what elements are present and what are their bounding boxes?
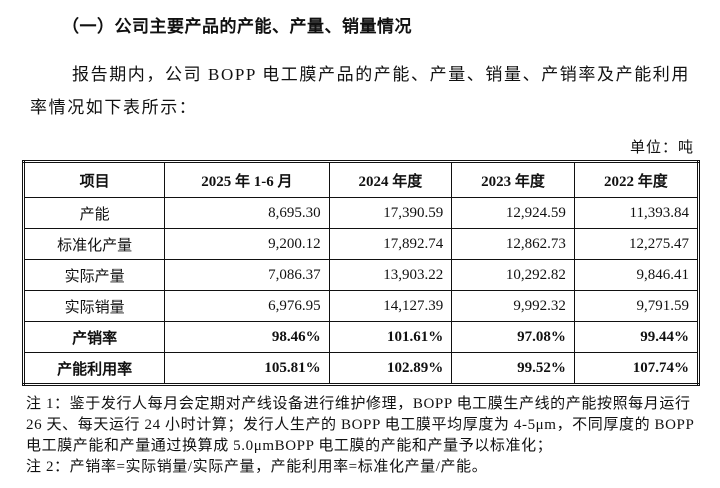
value-cell: 11,393.84 xyxy=(573,197,700,229)
unit-label: 单位：吨 xyxy=(629,140,694,156)
value-cell: 12,275.47 xyxy=(573,228,700,260)
value-cell: 14,127.39 xyxy=(328,290,453,322)
header-cell: 2025 年 1-6 月 xyxy=(164,161,330,198)
row-label: 标准化产量 xyxy=(22,228,166,260)
capacity-table: 项目 2025 年 1-6 月 2024 年度 2023 年度 2022 年度 产能 8,6… xyxy=(22,160,700,386)
table-row: 产销率 98.46% 101.61% 97.08% 99.44% xyxy=(22,321,700,353)
row-label: 产能 xyxy=(22,197,166,229)
header-cell: 2023 年度 xyxy=(451,161,575,198)
table-row: 产能利用率 105.81% 102.89% 99.52% 107.74% xyxy=(22,352,700,385)
value-cell: 12,862.73 xyxy=(451,228,575,260)
note: 注 1：鉴于发行人每月会定期对产线设备进行维护修理，BOPP 电工膜生产线的产能… xyxy=(26,396,694,454)
value-cell: 98.46% xyxy=(164,321,330,353)
section-heading: （一）公司主要产品的产能、产量、销量情况 xyxy=(62,17,412,37)
row-label: 产能利用率 xyxy=(22,352,166,385)
table-row: 实际产量 7,086.37 13,903.22 10,292.82 9,846.41 xyxy=(22,259,700,291)
header-cell: 2024 年度 xyxy=(328,161,453,198)
value-cell: 105.81% xyxy=(164,352,330,385)
paragraph: 报告期内，公司 BOPP 电工膜产品的产能、产量、销量、产销率及产能利用率情况如… xyxy=(30,65,690,117)
row-label: 实际产量 xyxy=(22,259,166,291)
table-row: 实际销量 6,976.95 14,127.39 9,992.32 9,791.59 xyxy=(22,290,700,322)
value-cell: 10,292.82 xyxy=(451,259,575,291)
notes: 注 1：鉴于发行人每月会定期对产线设备进行维护修理，BOPP 电工膜生产线的产能… xyxy=(26,394,702,478)
value-cell: 107.74% xyxy=(573,352,700,385)
table-row: 标准化产量 9,200.12 17,892.74 12,862.73 12,275.47 xyxy=(22,228,700,260)
header-cell: 项目 xyxy=(22,161,166,198)
row-label: 产销率 xyxy=(22,321,166,353)
value-cell: 97.08% xyxy=(451,321,575,353)
value-cell: 9,846.41 xyxy=(573,259,700,291)
value-cell: 17,390.59 xyxy=(328,197,453,229)
value-cell: 9,992.32 xyxy=(451,290,575,322)
value-cell: 9,200.12 xyxy=(164,228,330,260)
value-cell: 12,924.59 xyxy=(451,197,575,229)
value-cell: 99.52% xyxy=(451,352,575,385)
header-cell: 2022 年度 xyxy=(573,161,700,198)
table-row: 产能 8,695.30 17,390.59 12,924.59 11,393.84 xyxy=(22,197,700,229)
header-row: 项目 2025 年 1-6 月 2024 年度 2023 年度 2022 年度 xyxy=(22,161,700,198)
value-cell: 6,976.95 xyxy=(164,290,330,322)
value-cell: 9,791.59 xyxy=(573,290,700,322)
value-cell: 102.89% xyxy=(328,352,453,385)
value-cell: 99.44% xyxy=(573,321,700,353)
value-cell: 7,086.37 xyxy=(164,259,330,291)
value-cell: 101.61% xyxy=(328,321,453,353)
row-label: 实际销量 xyxy=(22,290,166,322)
note: 注 2：产销率=实际销量/实际产量，产能利用率=标准化产量/产能。 xyxy=(26,459,488,475)
value-cell: 8,695.30 xyxy=(164,197,330,229)
value-cell: 17,892.74 xyxy=(328,228,453,260)
value-cell: 13,903.22 xyxy=(328,259,453,291)
